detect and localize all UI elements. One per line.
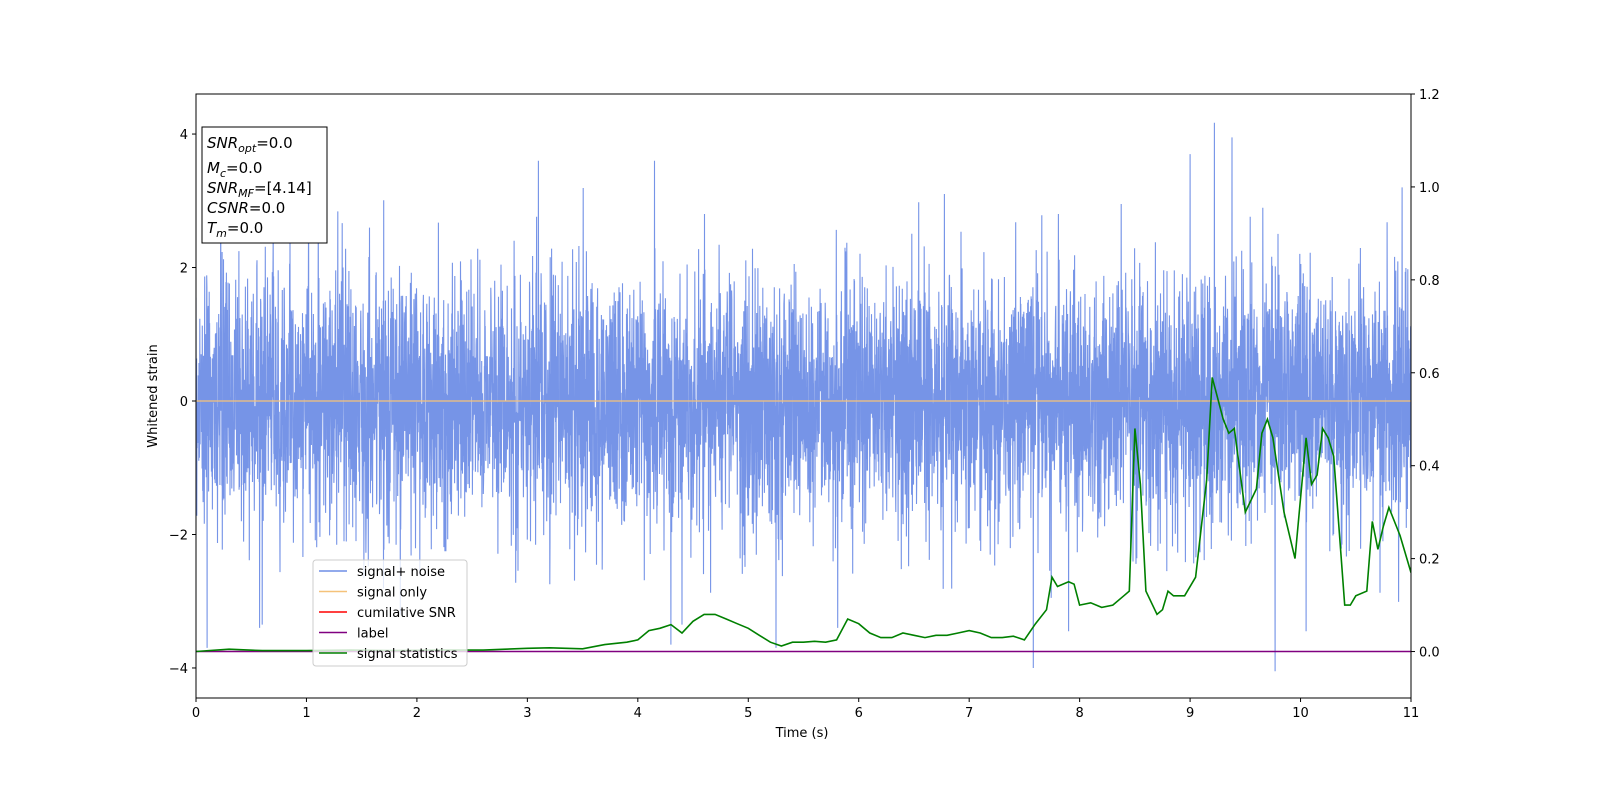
plot-frame xyxy=(195,93,1412,699)
x-tick-label: 0 xyxy=(192,706,200,721)
x-tick-label: 9 xyxy=(1186,706,1194,721)
y2-tick-label: 0.0 xyxy=(1419,646,1440,661)
legend-label: signal only xyxy=(357,586,427,601)
legend: signal+ noise signal only cumilative SNR la… xyxy=(312,559,468,667)
x-tick-label: 1 xyxy=(302,706,310,721)
y-tick-label: −4 xyxy=(169,662,188,677)
info-snr-opt: SNRopt=0.0 xyxy=(207,134,293,155)
y2-tick-label: 0.6 xyxy=(1419,367,1440,382)
signal-statistics-line xyxy=(196,377,1411,653)
info-box-frame xyxy=(201,126,328,244)
y2-tick-label: 1.0 xyxy=(1419,181,1440,196)
info-snr-mf: SNRMF=[4.14] xyxy=(207,179,312,200)
y-tick-label: −2 xyxy=(169,528,188,543)
x-tick-label: 2 xyxy=(413,706,421,721)
x-tick-label: 8 xyxy=(1075,706,1083,721)
y2-tick-label: 0.2 xyxy=(1419,553,1440,568)
x-axis: 0 1 2 3 4 5 6 7 8 9 10 11 xyxy=(192,698,1419,721)
legend-label: label xyxy=(357,627,388,642)
x-tick-label: 10 xyxy=(1292,706,1309,721)
info-csnr: CSNR=0.0 xyxy=(207,199,285,217)
y2-tick-label: 0.8 xyxy=(1419,274,1440,289)
x-tick-label: 5 xyxy=(744,706,752,721)
y-axis-right: 0.0 0.2 0.4 0.6 0.8 1.0 1.2 xyxy=(1411,88,1440,661)
signal-noise-line xyxy=(196,122,1411,672)
y2-tick-label: 1.2 xyxy=(1419,88,1440,103)
legend-label: signal statistics xyxy=(357,647,458,662)
x-tick-label: 11 xyxy=(1403,706,1420,721)
y2-tick-label: 0.4 xyxy=(1419,460,1440,475)
legend-frame xyxy=(312,559,468,667)
y-tick-label: 4 xyxy=(180,128,188,143)
legend-label: cumilative SNR xyxy=(357,606,456,621)
signal-noise-series xyxy=(196,122,1411,672)
info-mc: Mc=0.0 xyxy=(207,159,262,180)
y-tick-label: 0 xyxy=(180,395,188,410)
y-axis-left: −4 −2 0 2 4 xyxy=(169,128,196,677)
x-tick-label: 6 xyxy=(855,706,863,721)
x-tick-label: 7 xyxy=(965,706,973,721)
y-tick-label: 2 xyxy=(180,262,188,277)
info-tm: Tm=0.0 xyxy=(207,219,263,240)
info-box: SNRopt=0.0 Mc=0.0 SNRMF=[4.14] CSNR=0.0 … xyxy=(201,126,328,244)
legend-label: signal+ noise xyxy=(357,565,445,580)
x-tick-label: 4 xyxy=(634,706,642,721)
x-axis-label: Time (s) xyxy=(775,726,829,741)
y-axis-label: Whitened strain xyxy=(146,344,161,447)
x-tick-label: 3 xyxy=(523,706,531,721)
